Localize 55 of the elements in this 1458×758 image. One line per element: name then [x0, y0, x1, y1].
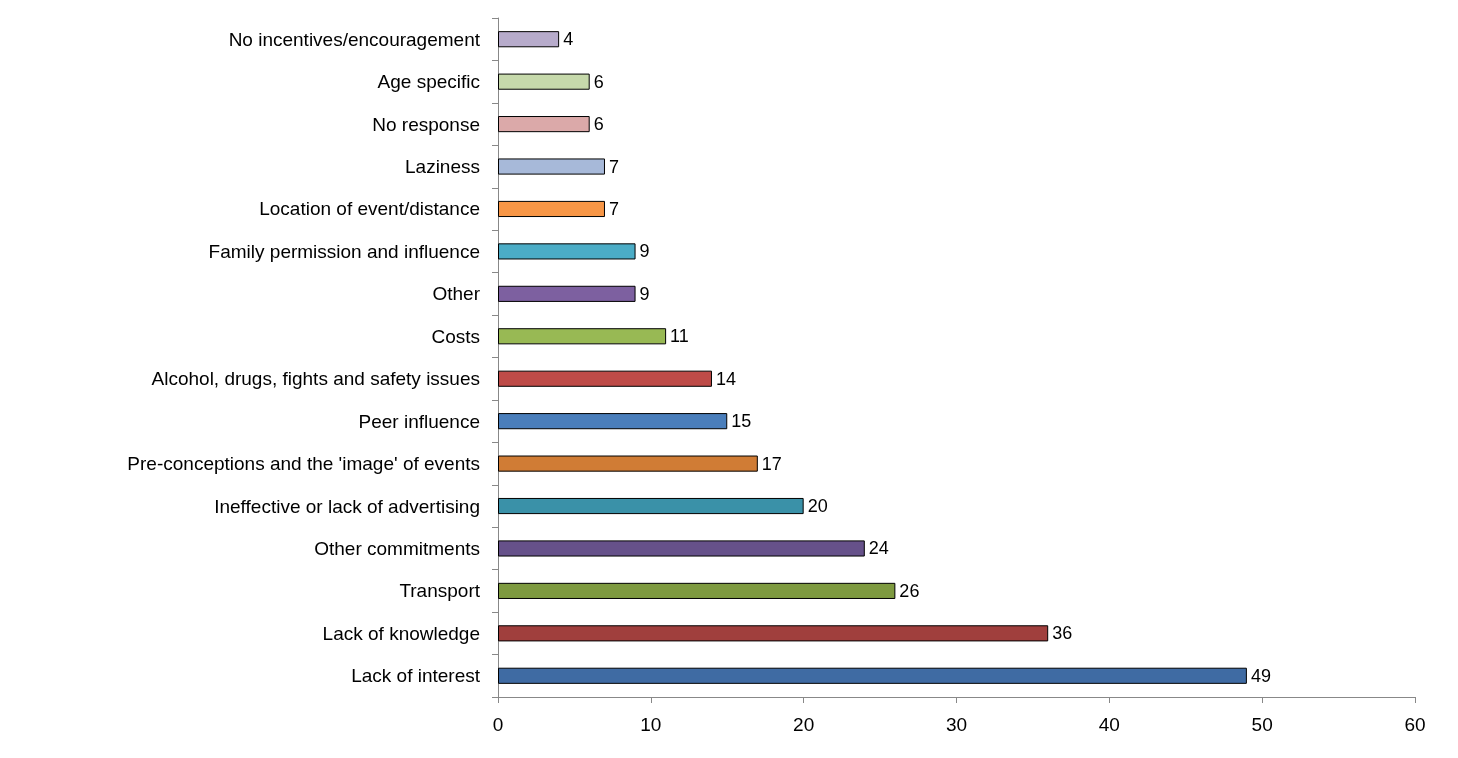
data-label: 26 [899, 580, 920, 601]
y-tick-label: Lack of knowledge [322, 622, 480, 644]
y-tick-label: No incentives/encouragement [228, 28, 481, 50]
bar [498, 370, 712, 387]
x-tick-label: 40 [1098, 714, 1120, 735]
bar [498, 73, 590, 90]
bar [498, 328, 667, 345]
data-label: 20 [807, 496, 828, 517]
x-tick-label: 30 [945, 714, 968, 735]
x-tick-label: 20 [793, 714, 815, 735]
data-label: 9 [639, 241, 650, 262]
y-tick-label: Peer influence [358, 410, 480, 432]
data-label: 17 [761, 453, 782, 474]
bar [498, 243, 636, 260]
y-tick-label: Family permission and influence [208, 240, 480, 262]
y-tick-label: No response [372, 113, 480, 135]
y-tick-label: Other commitments [314, 537, 480, 559]
bar [498, 200, 605, 218]
data-label: 15 [731, 411, 752, 432]
data-label: 6 [593, 114, 604, 135]
data-label: 7 [608, 156, 619, 177]
bar [498, 31, 560, 48]
bar [498, 455, 758, 472]
data-label: 14 [715, 368, 736, 389]
bar [498, 497, 804, 515]
y-tick-label: Ineffective or lack of advertising [214, 495, 480, 517]
y-tick-label: Lack of interest [351, 665, 481, 687]
data-label: 24 [868, 538, 889, 559]
x-tick-label: 60 [1404, 714, 1426, 735]
data-label: 49 [1250, 665, 1271, 686]
x-tick-label: 10 [640, 714, 662, 735]
bar [498, 667, 1247, 684]
bar [498, 582, 896, 599]
x-tick-label: 0 [492, 714, 504, 735]
data-label: 36 [1052, 623, 1073, 644]
bar [498, 285, 636, 302]
bar [498, 625, 1049, 642]
bar [498, 413, 728, 430]
y-tick-label: Alcohol, drugs, fights and safety issues [151, 368, 480, 390]
data-label: 9 [639, 283, 650, 304]
y-tick-label: Age specific [377, 71, 480, 93]
data-label: 11 [670, 326, 689, 347]
data-label: 4 [563, 29, 574, 50]
data-label: 7 [608, 198, 619, 219]
y-tick-label: Laziness [405, 156, 480, 178]
bar [498, 540, 865, 557]
data-label: 6 [593, 71, 604, 92]
x-tick-label: 50 [1251, 714, 1273, 735]
y-tick-label: Transport [399, 580, 481, 602]
y-tick-label: Location of event/distance [259, 198, 480, 220]
y-tick-label: Costs [431, 325, 480, 347]
bar [498, 158, 605, 175]
y-tick-label: Other [432, 283, 481, 305]
bar [498, 116, 590, 133]
y-tick-label: Pre-conceptions and the 'image' of events [127, 453, 480, 475]
